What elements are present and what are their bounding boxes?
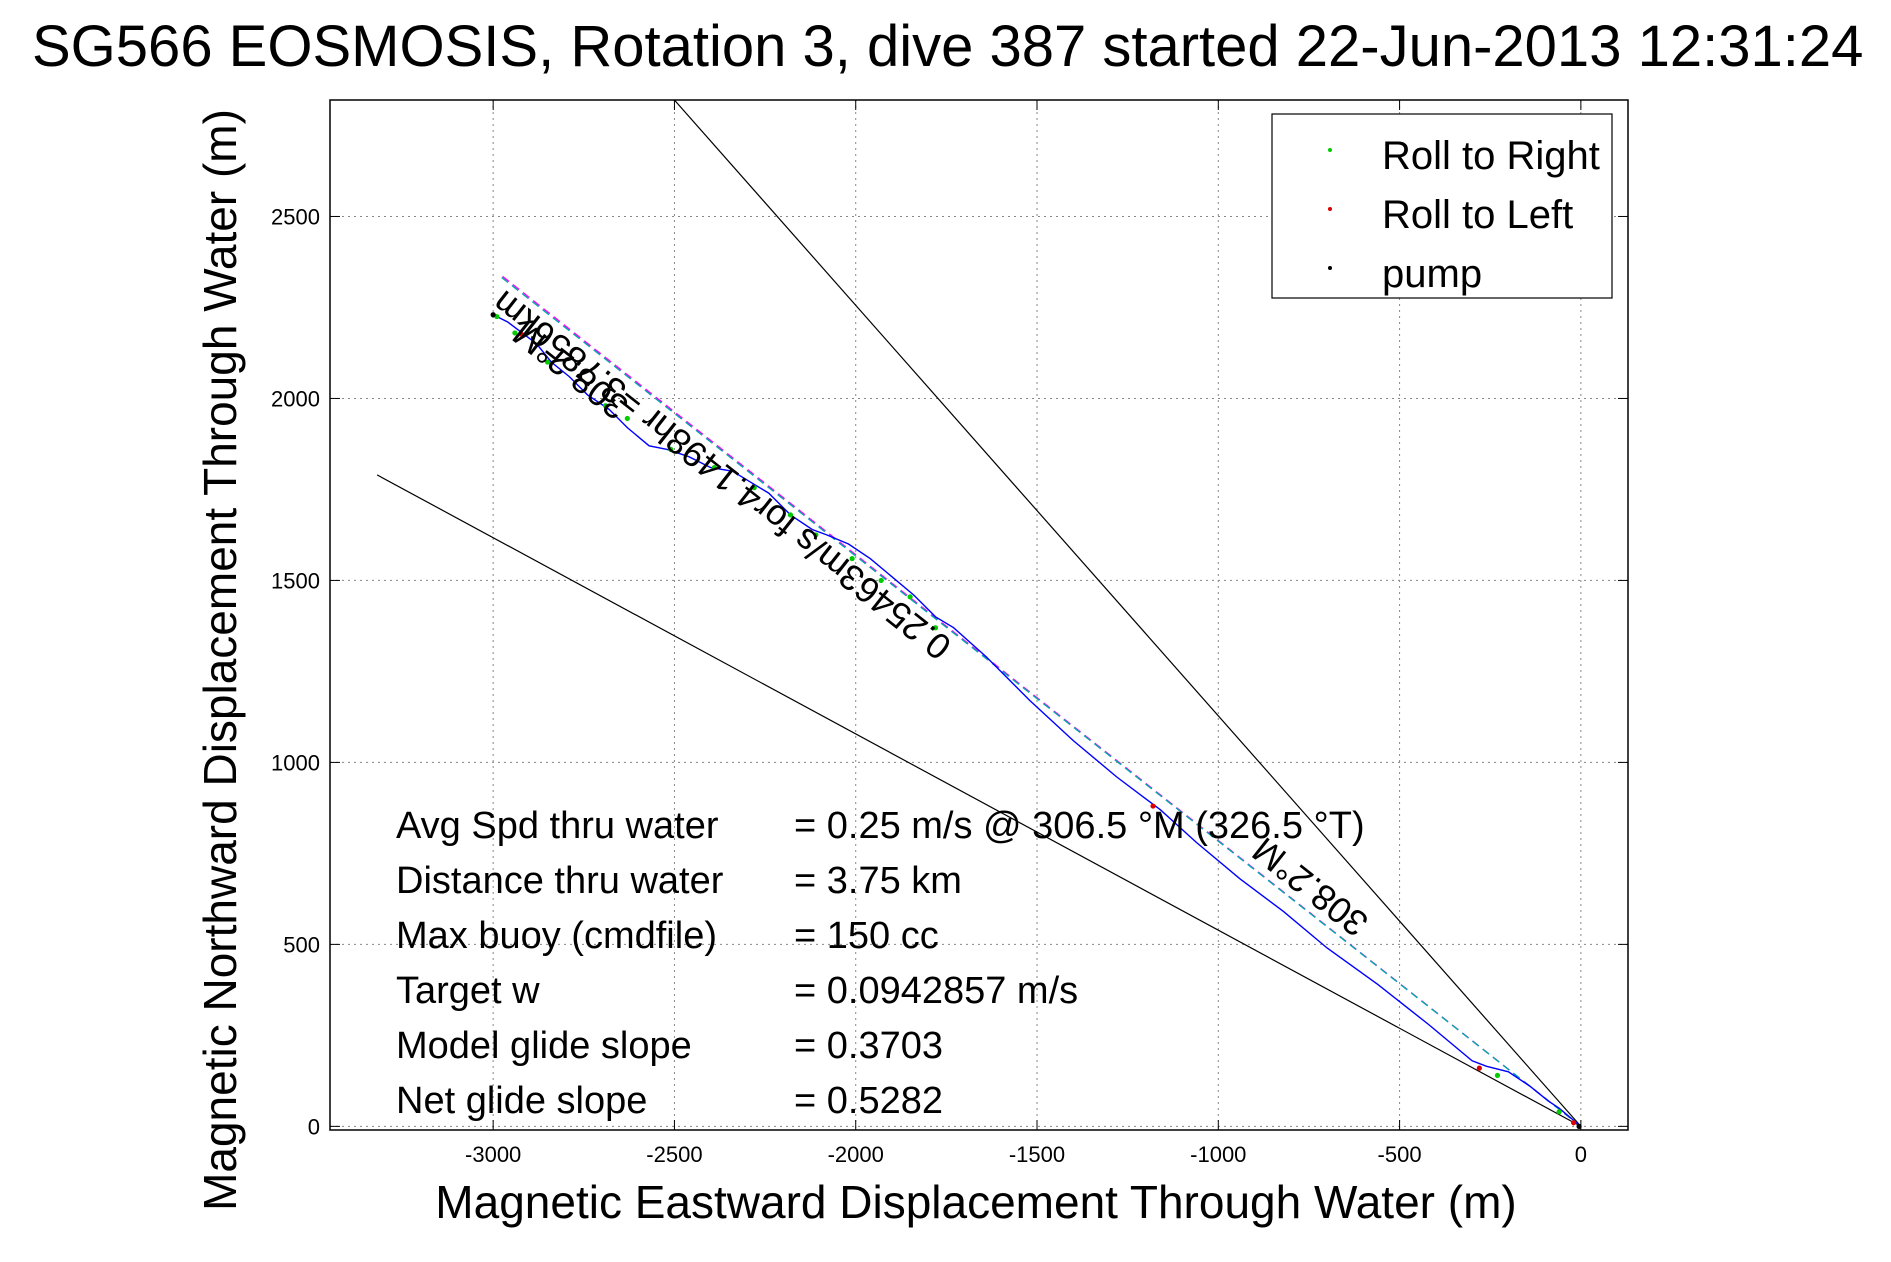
stat-value: = 0.3703 (794, 1025, 943, 1067)
x-tick-label: -500 (1378, 1142, 1422, 1167)
plot-area (376, 99, 1582, 1129)
x-tick-label: -2000 (828, 1142, 884, 1167)
legend-marker (1328, 207, 1332, 211)
stat-label: Model glide slope (396, 1025, 692, 1067)
y-tick-label: 500 (283, 932, 320, 957)
fit-line (499, 274, 1582, 1127)
roll-left-point (519, 332, 525, 338)
roll-right-point (624, 415, 630, 422)
pump-point (490, 312, 496, 318)
y-tick-label: 0 (308, 1114, 320, 1139)
roll-right-point (878, 577, 884, 584)
legend-marker (1328, 266, 1332, 270)
ticks: -3000 -2500 -2000 -1500 -1000 -500 0 0 500 1000 15… (271, 100, 1628, 1167)
chart-title: SG566 EOSMOSIS, Rotation 3, dive 387 sta… (32, 14, 1863, 79)
x-axis-label: Magnetic Eastward Displacement Through W… (435, 1176, 1516, 1228)
dive-track (492, 314, 1582, 1127)
roll-left-point (1571, 1120, 1577, 1126)
roll-right-point (1494, 1072, 1501, 1079)
reference-line (376, 474, 1582, 1127)
x-tick-label: -3000 (465, 1142, 521, 1167)
roll-right-point (907, 594, 913, 600)
roll-right-point (711, 464, 717, 471)
roll-left-point (1476, 1065, 1482, 1071)
x-tick-label: 0 (1575, 1142, 1587, 1167)
y-tick-label: 1000 (271, 750, 320, 775)
roll-right-point (813, 532, 819, 538)
roll-right-point (544, 359, 551, 365)
pump-point (1576, 1123, 1582, 1129)
legend-entry: pump (1382, 252, 1482, 296)
x-tick-label: -1000 (1190, 1142, 1246, 1167)
axes-frame (329, 99, 1629, 1131)
stat-value: = 0.0942857 m/s (794, 970, 1078, 1012)
roll-right-point (751, 485, 757, 491)
stat-label: Max buoy (cmdfile) (396, 915, 717, 957)
legend: Roll to Right Roll to Left pump (1271, 113, 1613, 299)
roll-right-point (1556, 1109, 1562, 1115)
stat-label: Distance thru water (396, 860, 724, 902)
reference-line (673, 99, 1582, 1127)
stat-label: Net glide slope (396, 1080, 647, 1122)
stat-label: Target w (396, 970, 540, 1012)
stats-block: Avg Spd thru water = 0.25 m/s @ 306.5 °M … (396, 805, 1365, 1122)
y-tick-label: 1500 (271, 568, 320, 593)
stat-value: = 150 cc (794, 915, 939, 957)
stat-value: = 0.25 m/s @ 306.5 °M (326.5 °T) (794, 805, 1365, 847)
y-axis-label: Magnetic Northward Displacement Through … (194, 109, 246, 1211)
y-tick-label: 2000 (271, 386, 320, 411)
legend-entry: Roll to Left (1382, 193, 1573, 237)
legend-entry: Roll to Right (1382, 134, 1600, 178)
roll-right-point (512, 330, 518, 336)
stat-value: = 3.75 km (794, 860, 962, 902)
y-tick-label: 2500 (271, 204, 320, 229)
legend-marker (1328, 148, 1332, 152)
x-tick-label: -2500 (646, 1142, 702, 1167)
roll-right-point (602, 403, 609, 409)
roll-right-point (849, 555, 855, 562)
roll-right-point (932, 625, 939, 631)
x-tick-label: -1500 (1009, 1142, 1065, 1167)
fit-line (499, 275, 1582, 1127)
stat-label: Avg Spd thru water (396, 805, 719, 847)
stat-value: = 0.5282 (794, 1080, 943, 1122)
roll-right-point (668, 446, 674, 452)
roll-left-point (1150, 803, 1156, 809)
roll-right-point (787, 512, 794, 518)
